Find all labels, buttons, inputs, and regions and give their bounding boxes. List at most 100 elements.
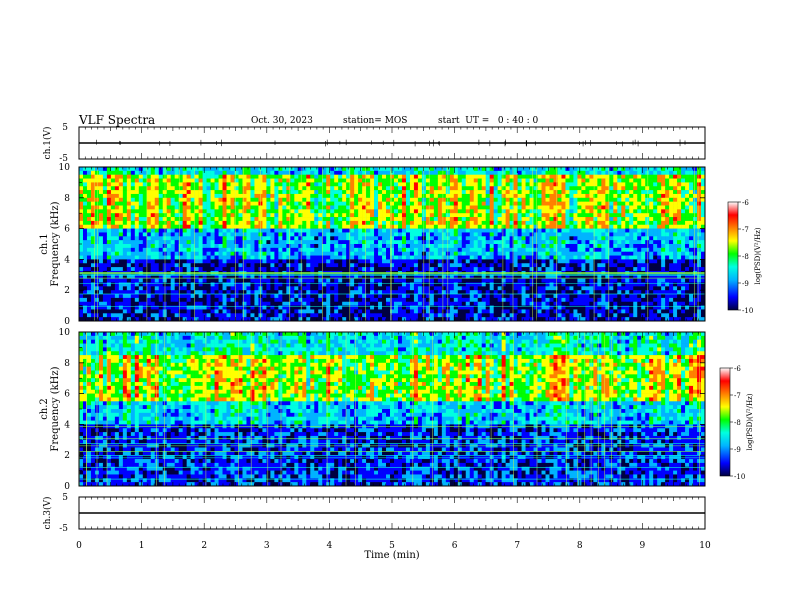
spectrogram-cell: [302, 182, 306, 186]
spectrogram-cell: [103, 244, 107, 248]
spectrogram-cell: [262, 206, 266, 210]
spectrogram-cell: [466, 240, 470, 244]
spectrogram-cell: [442, 167, 446, 171]
spectrogram-cell: [203, 259, 207, 263]
spectrogram-cell: [585, 229, 589, 233]
spectrogram-cell: [581, 167, 585, 171]
spectrogram-cell: [697, 213, 701, 217]
spectrogram-cell: [621, 217, 625, 221]
spectrogram-cell: [338, 232, 342, 236]
spectrogram-cell: [550, 236, 554, 240]
spectrogram-cell: [143, 179, 147, 183]
spectrogram-cell: [278, 267, 282, 271]
spectrogram-cell: [546, 229, 550, 233]
spectrogram-cell: [490, 190, 494, 194]
spectrogram-cell: [298, 167, 302, 171]
spectrogram-cell: [211, 202, 215, 206]
spectrogram-cell: [494, 248, 498, 252]
spectrogram-cell: [171, 221, 175, 225]
spectrogram-cell: [159, 171, 163, 175]
spectrogram-cell: [502, 186, 506, 190]
spectrogram-cell: [609, 259, 613, 263]
spectrogram-cell: [430, 167, 434, 171]
spectrogram-cell: [565, 244, 569, 248]
spectrogram-cell: [462, 263, 466, 267]
spectrogram-cell: [454, 263, 458, 267]
spectrogram-cell: [637, 213, 641, 217]
spectrogram-cell: [119, 225, 123, 229]
spectrogram-cell: [450, 206, 454, 210]
spectrogram-cell: [581, 209, 585, 213]
spectrogram-cell: [278, 256, 282, 260]
spectrogram-cell: [159, 248, 163, 252]
spectrogram-cell: [227, 263, 231, 267]
spectrogram-cell: [278, 286, 282, 290]
spectrogram-cell: [87, 256, 91, 260]
spectrogram-cell: [402, 206, 406, 210]
spectrogram-cell: [91, 263, 95, 267]
spectrogram-cell: [677, 202, 681, 206]
spectrogram-cell: [135, 182, 139, 186]
spectrogram-cell: [442, 194, 446, 198]
spectrogram-cell: [482, 175, 486, 179]
spectrogram-cell: [342, 252, 346, 256]
spectrogram-cell: [609, 236, 613, 240]
spectrogram-cell: [454, 186, 458, 190]
spectrogram-cell: [617, 190, 621, 194]
spectrogram-cell: [350, 194, 354, 198]
spectrogram-cell: [494, 206, 498, 210]
spectrogram-cell: [370, 209, 374, 213]
spectrogram-cell: [338, 202, 342, 206]
spectrogram-cell: [438, 179, 442, 183]
spectrogram-cell: [167, 167, 171, 171]
spectrogram-cell: [657, 167, 661, 171]
spectrogram-cell: [338, 263, 342, 267]
spectrogram-cell: [657, 236, 661, 240]
spectrogram-cell: [410, 256, 414, 260]
spectrogram-cell: [478, 221, 482, 225]
spectrogram-cell: [410, 198, 414, 202]
spectrogram-cell: [131, 221, 135, 225]
spectrogram-cell: [250, 279, 254, 283]
spectrogram-cell: [462, 217, 466, 221]
spectrogram-cell: [314, 248, 318, 252]
spectrogram-cell: [187, 263, 191, 267]
spectrogram-cell: [617, 167, 621, 171]
spectrogram-cell: [286, 182, 290, 186]
spectrogram-cell: [585, 232, 589, 236]
spectrogram-cell: [494, 263, 498, 267]
spectrogram-cell: [131, 202, 135, 206]
spectrogram-cell: [91, 171, 95, 175]
spectrogram-cell: [314, 186, 318, 190]
spectrogram-cell: [131, 209, 135, 213]
spectrogram-cell: [326, 171, 330, 175]
spectrogram-cell: [274, 240, 278, 244]
spectrogram-cell: [310, 198, 314, 202]
spectrogram-cell: [482, 186, 486, 190]
spectrogram-cell: [434, 221, 438, 225]
spectrogram-cell: [246, 256, 250, 260]
spectrogram-cell: [183, 217, 187, 221]
spectrogram-cell: [298, 248, 302, 252]
spectrogram-cell: [215, 256, 219, 260]
spectrogram-cell: [310, 217, 314, 221]
spectrogram-cell: [227, 248, 231, 252]
spectrogram-cell: [490, 248, 494, 252]
spectrogram-cell: [689, 221, 693, 225]
spectrogram-cell: [470, 206, 474, 210]
spectrogram-cell: [350, 236, 354, 240]
spectrogram-cell: [394, 267, 398, 271]
spectrogram-cell: [514, 259, 518, 263]
spectrogram-cell: [215, 186, 219, 190]
spectrogram-cell: [458, 213, 462, 217]
spectrogram-cell: [107, 206, 111, 210]
spectrogram-cell: [434, 186, 438, 190]
spectrogram-cell: [250, 175, 254, 179]
spectrogram-cell: [685, 256, 689, 260]
spectrogram-cell: [143, 209, 147, 213]
spectrogram-cell: [430, 229, 434, 233]
spectrogram-cell: [139, 167, 143, 171]
spectrogram-cell: [127, 263, 131, 267]
spectrogram-cell: [330, 194, 334, 198]
spectrogram-cell: [250, 194, 254, 198]
